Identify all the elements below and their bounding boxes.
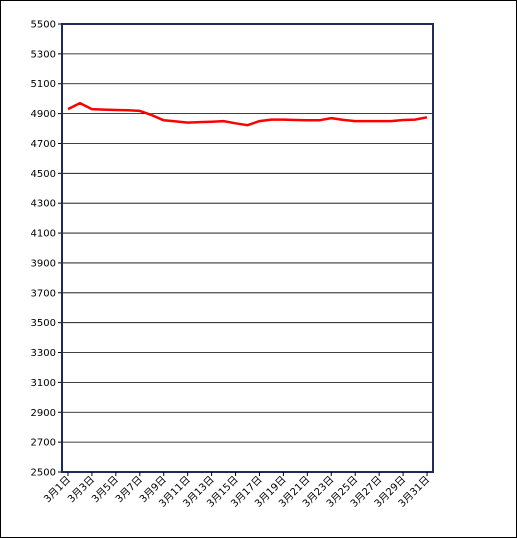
y-tick-label: 2500 <box>31 468 56 479</box>
y-tick-label: 4300 <box>31 199 56 210</box>
y-tick-label: 4700 <box>31 139 56 150</box>
y-tick-label: 4100 <box>31 229 56 240</box>
y-tick-label: 3700 <box>31 288 56 299</box>
plot-background <box>62 24 433 472</box>
y-tick-label: 5100 <box>31 79 56 90</box>
y-tick-label: 4900 <box>31 109 56 120</box>
y-tick-label: 4500 <box>31 169 56 180</box>
y-tick-label: 3100 <box>31 378 56 389</box>
y-tick-label: 3300 <box>31 348 56 359</box>
plot-border <box>61 23 434 473</box>
y-tick-label: 3900 <box>31 258 56 269</box>
y-tick-label: 3500 <box>31 318 56 329</box>
y-tick-label: 2900 <box>31 408 56 419</box>
line-series <box>67 101 428 127</box>
y-tick-label: 2700 <box>31 438 56 449</box>
y-tick-label: 5300 <box>31 49 56 60</box>
y-tick-label: 5500 <box>31 20 56 31</box>
